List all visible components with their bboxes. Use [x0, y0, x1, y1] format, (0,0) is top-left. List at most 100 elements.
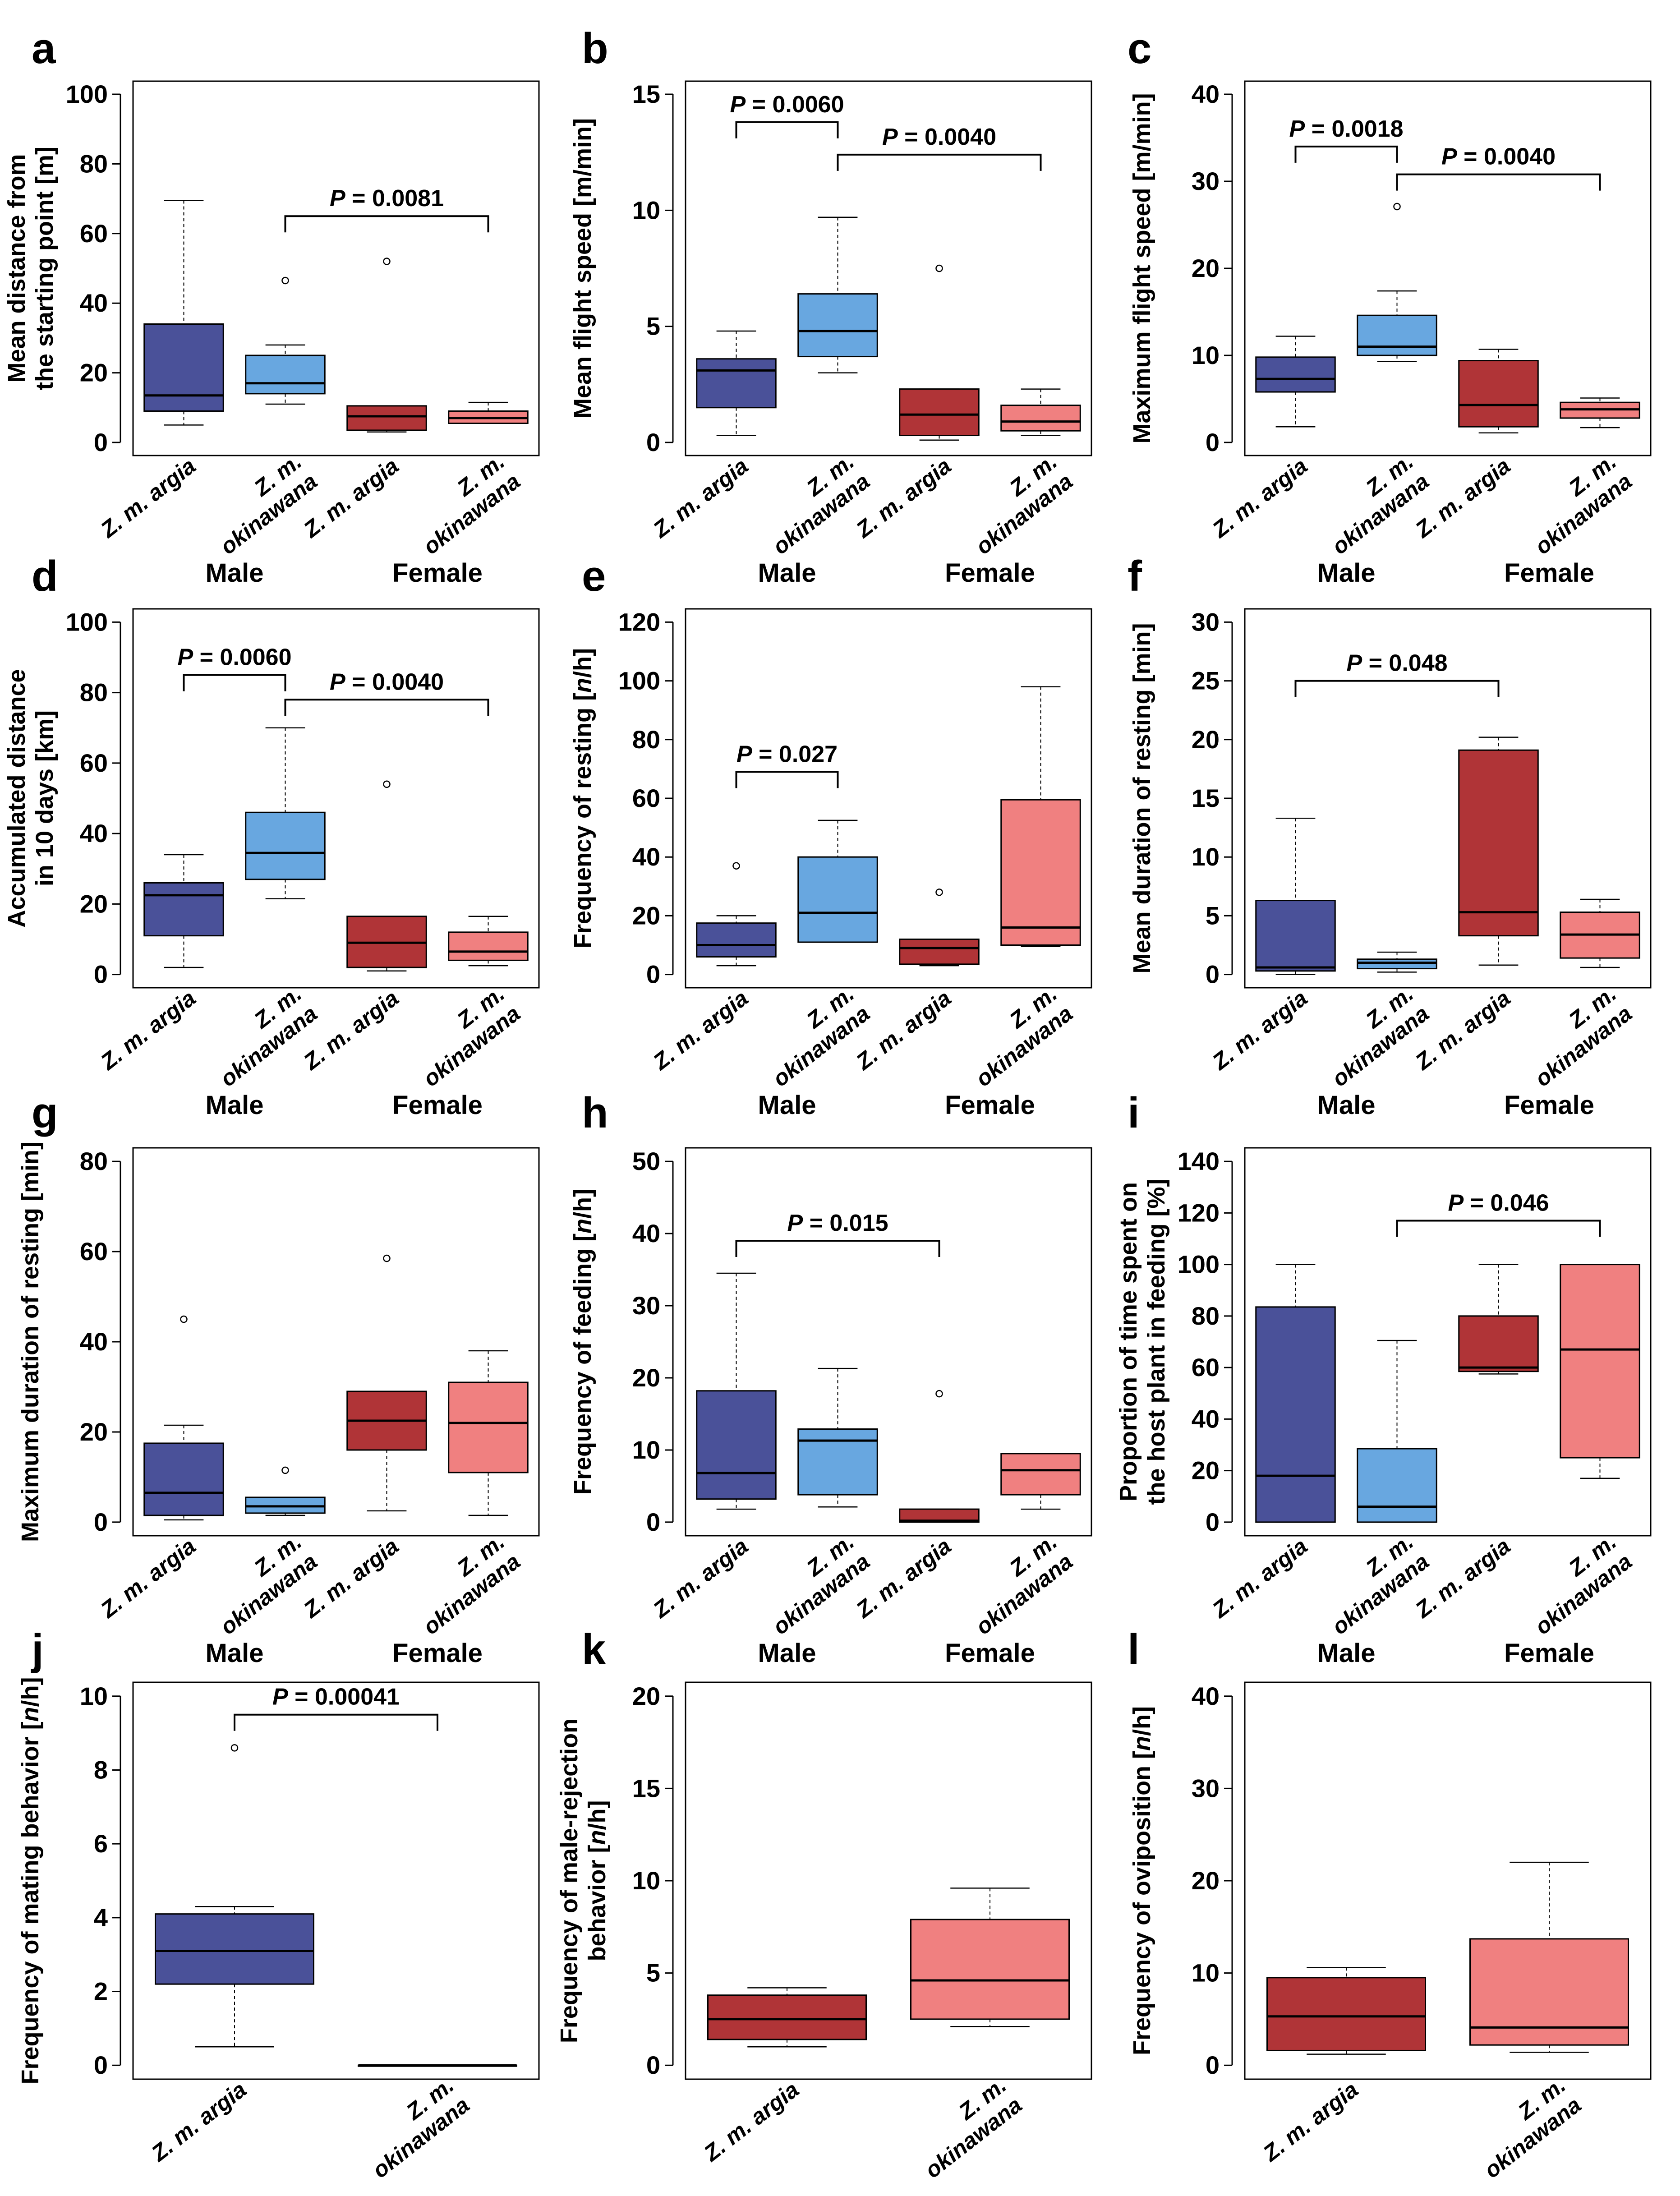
plot-frame	[132, 1147, 540, 1537]
outlier-point	[935, 1390, 943, 1398]
x-category-label: Z. m. argia	[1410, 985, 1515, 1075]
box-3	[1560, 1264, 1640, 1479]
box-3	[1560, 898, 1640, 968]
significance-bracket: P = 0.00041	[234, 1684, 438, 1731]
p-value-label: P = 0.0060	[178, 645, 292, 671]
significance-bracket: P = 0.0040	[284, 669, 489, 716]
x-category-label: Z. m. argia	[146, 2077, 251, 2167]
group-label-female: Female	[392, 1639, 483, 1668]
x-category-label: Z. m. argia	[851, 453, 956, 543]
y-tick-label: 40	[80, 1327, 108, 1356]
y-tick-label: 120	[1178, 1198, 1220, 1227]
y-axis-title-rest: /h]	[1128, 1706, 1155, 1736]
bracket-line	[1396, 1220, 1601, 1237]
y-tick-label: 50	[632, 1147, 660, 1175]
iqr-box	[1458, 1315, 1539, 1372]
box-1	[1357, 203, 1437, 362]
y-axis-title-line: in 10 days [km]	[31, 710, 58, 886]
iqr-box	[707, 1994, 867, 2040]
x-category-label: Z. m. argia	[648, 453, 753, 543]
significance-bracket: P = 0.0040	[1396, 144, 1601, 191]
bracket-line	[1294, 680, 1500, 697]
y-tick-label: 20	[632, 901, 660, 930]
p-value-number: = 0.0040	[345, 669, 444, 695]
bracket-line	[1396, 173, 1601, 191]
iqr-box	[1255, 356, 1336, 393]
bracket-line	[735, 121, 839, 138]
significance-bracket: P = 0.0081	[284, 185, 489, 233]
x-category-label: Z. m. argia	[1207, 1533, 1312, 1623]
p-value-label: P = 0.048	[1346, 650, 1447, 677]
y-axis-title-line: Frequency of feeding [	[569, 1234, 596, 1495]
y-tick-label: 15	[632, 1774, 660, 1802]
iqr-box	[797, 856, 878, 943]
outlier-point	[935, 264, 943, 272]
group-label-female: Female	[945, 1091, 1035, 1120]
y-axis-title-line: Frequency of mating behavior [	[17, 1722, 44, 2084]
x-category-label: Z. m. argia	[1207, 453, 1312, 543]
bracket-line	[837, 153, 1042, 171]
outlier-point	[281, 276, 289, 285]
panel-letter: b	[582, 24, 608, 73]
iqr-box	[1000, 1453, 1081, 1496]
bracket-line	[735, 1240, 940, 1257]
iqr-box	[155, 1913, 314, 1985]
iqr-box	[245, 811, 326, 880]
box-2	[1458, 349, 1539, 433]
p-value-symbol: P	[787, 1210, 803, 1236]
p-value-number: = 0.0018	[1305, 116, 1403, 142]
iqr-box	[1458, 360, 1539, 428]
x-category-label: Z. m.okinawana	[1312, 449, 1433, 560]
p-value-number: = 0.0060	[193, 645, 291, 671]
x-category-label: Z. m.okinawana	[955, 1529, 1077, 1640]
box-1	[245, 1466, 326, 1516]
y-tick-label: 60	[80, 1237, 108, 1266]
group-label-male: Male	[758, 1091, 816, 1120]
x-category-label: Z. m. argia	[1410, 1533, 1515, 1623]
panel-letter: j	[31, 1625, 44, 1674]
iqr-box	[797, 293, 878, 358]
y-tick-label: 10	[632, 196, 660, 224]
panel-letter: g	[32, 1089, 58, 1137]
box-1	[1357, 1340, 1437, 1523]
x-category-label: Z. m. argia	[298, 1533, 403, 1623]
box-3	[1000, 686, 1081, 948]
panel-f: f 0 5 10 15 20 25 30 Mean duration of resting [m…	[1128, 552, 1652, 1120]
group-label-female: Female	[1504, 1639, 1594, 1668]
x-category-label: Z. m. argia	[1410, 453, 1515, 543]
x-category-label: Z. m.okinawana	[752, 981, 874, 1092]
group-label-male: Male	[206, 1091, 264, 1120]
panel-b: b 0 5 10 15 Mean flight speed [m/min] P = 0.00…	[569, 24, 1092, 588]
y-axis-title-line: Frequency of oviposition [	[1128, 1751, 1155, 2055]
y-tick-label: 80	[1192, 1302, 1220, 1330]
panel-h: h 0 10 20 30 40 50 Frequency of feeding [n/h] P …	[569, 1089, 1092, 1668]
y-axis-title-line: Maximum flight speed [m/min]	[1128, 93, 1155, 443]
y-axis-title-line: Maximum duration of resting [min]	[17, 1142, 44, 1542]
plot-frame	[1244, 80, 1652, 456]
y-axis-title: Frequency of mating behavior [n/h]	[17, 1677, 44, 2084]
box-0	[696, 330, 777, 436]
y-axis-title-line: behavior [	[584, 1845, 611, 1961]
y-tick-label: 40	[1192, 80, 1220, 108]
y-tick-label: 120	[618, 608, 660, 636]
x-category-label: Z. m.okinawana	[752, 1529, 874, 1640]
x-category-label: Z. m.okinawana	[905, 2072, 1026, 2183]
iqr-box	[1357, 1448, 1437, 1523]
x-category-label: Z. m.okinawana	[200, 981, 322, 1092]
y-tick-label: 40	[632, 842, 660, 871]
y-axis-title: Mean flight speed [m/min]	[569, 118, 596, 419]
y-axis-title-line: Mean flight speed [m/min]	[569, 118, 596, 419]
y-tick-label: 60	[1192, 1353, 1220, 1381]
iqr-box	[143, 882, 224, 937]
iqr-box	[696, 922, 777, 958]
p-value-symbol: P	[730, 92, 746, 118]
y-axis-title-line: the host plant in feeding [%]	[1143, 1179, 1170, 1505]
y-tick-label: 0	[646, 1508, 660, 1536]
y-axis-title-line: the starting point [m]	[31, 147, 58, 390]
box-0	[1255, 818, 1336, 975]
iqr-box	[1458, 749, 1539, 937]
iqr-box	[910, 1919, 1070, 2020]
group-label-male: Male	[206, 1639, 264, 1668]
p-value-number: = 0.0040	[898, 124, 996, 150]
